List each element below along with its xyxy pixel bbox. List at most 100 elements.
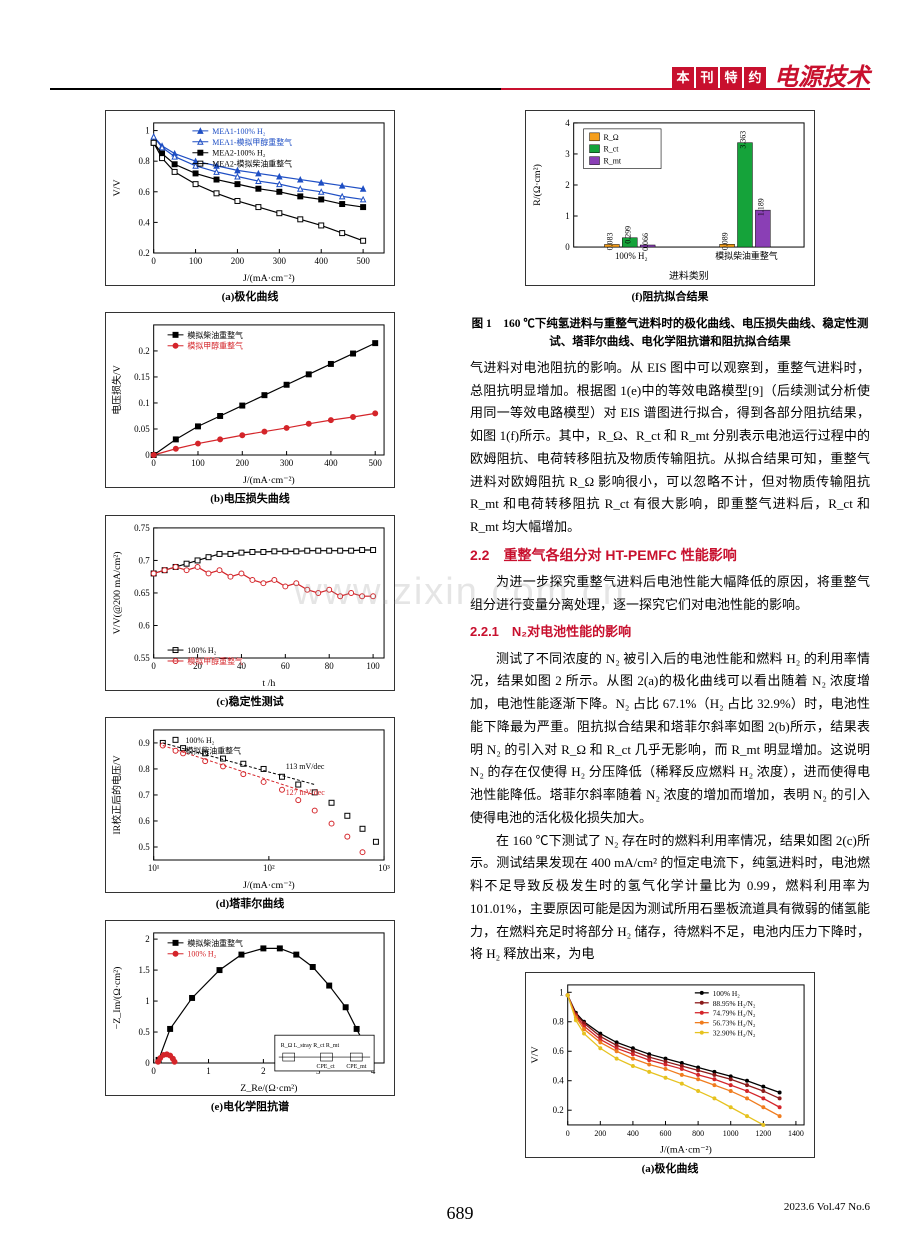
svg-text:−Z_Im/(Ω·cm²): −Z_Im/(Ω·cm²) [112,966,123,1029]
header-box: 约 [744,67,766,89]
svg-text:0: 0 [566,1129,570,1138]
svg-text:0.05: 0.05 [134,424,150,434]
svg-text:1: 1 [145,126,149,136]
svg-text:100: 100 [189,256,203,266]
svg-text:1: 1 [206,1066,210,1076]
svg-text:0.4: 0.4 [553,1076,565,1086]
svg-text:1400: 1400 [788,1129,804,1138]
svg-text:500: 500 [369,458,383,468]
svg-text:100: 100 [366,661,380,671]
chart-d-caption: (d)塔菲尔曲线 [216,895,284,914]
svg-text:74.79% H₂/N₂: 74.79% H₂/N₂ [713,1009,756,1018]
svg-text:500: 500 [356,256,370,266]
paragraph: 在 160 ℃下测试了 N₂ 存在时的燃料利用率情况，结果如图 2(c)所示。测… [470,830,870,967]
chart-2a-caption: (a)极化曲线 [642,1160,699,1179]
svg-text:2: 2 [261,1066,265,1076]
svg-text:进料类别: 进料类别 [669,269,709,282]
svg-text:0.65: 0.65 [134,588,150,598]
svg-text:J/(mA·cm⁻²): J/(mA·cm⁻²) [243,475,295,486]
issue-info: 2023.6 Vol.47 No.6 [784,1198,870,1217]
svg-text:电压损失/V: 电压损失/V [110,365,123,415]
body-text: 气进料对电池阻抗的影响。从 EIS 图中可以观察到，重整气进料时，总阻抗明显增加… [470,357,870,966]
svg-text:R_ct: R_ct [603,145,619,154]
svg-text:0: 0 [565,242,570,252]
svg-text:400: 400 [627,1129,639,1138]
svg-text:113 mV/dec: 113 mV/dec [286,762,325,771]
svg-text:100: 100 [191,458,205,468]
chart-2a: 02004006008001000120014000.20.40.60.81J/… [525,972,815,1158]
journal-logo: 电源技术 [774,58,870,99]
header-bar: 本 刊 特 约 电源技术 [672,58,870,99]
chart-f: 01234100% H₂0.0830.2990.066模拟柴油重整气0.0893… [525,110,815,286]
svg-text:CPE_ct: CPE_ct [317,1064,335,1070]
svg-text:0.6: 0.6 [139,816,151,826]
svg-text:10²: 10² [263,863,275,873]
svg-text:1.189: 1.189 [756,198,765,216]
chart-a: 01002003004005000.20.40.60.81J/(mA·cm⁻²)… [105,110,395,286]
svg-text:0.089: 0.089 [721,232,730,250]
svg-text:400: 400 [324,458,338,468]
svg-text:0.2: 0.2 [139,346,150,356]
chart-e-caption: (e)电化学阻抗谱 [211,1098,289,1117]
svg-text:0.15: 0.15 [134,372,150,382]
svg-text:0.6: 0.6 [553,1046,565,1056]
svg-text:800: 800 [692,1129,704,1138]
svg-text:300: 300 [273,256,287,266]
svg-text:模拟柴油重整气: 模拟柴油重整气 [715,250,778,261]
svg-text:1: 1 [559,987,563,997]
chart-a-caption: (a)极化曲线 [222,288,279,307]
main-columns: 01002003004005000.20.40.60.81J/(mA·cm⁻²)… [50,110,870,1185]
svg-text:1: 1 [145,996,149,1006]
svg-text:模拟甲醇重整气: 模拟甲醇重整气 [187,656,243,666]
svg-text:10¹: 10¹ [148,863,160,873]
chart-b-caption: (b)电压损失曲线 [210,490,289,509]
svg-text:3.363: 3.363 [738,131,747,149]
svg-text:模拟柴油重整气: 模拟柴油重整气 [187,938,243,948]
chart-c-caption: (c)稳定性测试 [216,693,283,712]
svg-text:0.9: 0.9 [139,738,151,748]
svg-text:3: 3 [565,149,570,159]
page-number: 689 [447,1198,474,1229]
footer: 689 2023.6 Vol.47 No.6 [50,1198,870,1217]
svg-text:模拟柴油重整气: 模拟柴油重整气 [187,330,243,340]
svg-text:0.2: 0.2 [553,1105,564,1115]
svg-text:400: 400 [315,256,329,266]
svg-text:1200: 1200 [755,1129,771,1138]
svg-text:t /h: t /h [262,678,275,689]
svg-text:100% H₂: 100% H₂ [615,251,648,261]
chart-d: 10¹10²10³0.50.60.70.80.9J/(mA·cm⁻²)IR校正后… [105,717,395,893]
svg-text:100% H₂: 100% H₂ [187,950,216,959]
svg-text:32.90% H₂/N₂: 32.90% H₂/N₂ [713,1029,756,1038]
svg-text:0.083: 0.083 [605,233,614,251]
svg-text:0.2: 0.2 [139,248,150,258]
paragraph: 测试了不同浓度的 N₂ 被引入后的电池性能和燃料 H₂ 的利用率情况，结果如图 … [470,648,870,830]
svg-text:0.4: 0.4 [139,217,151,227]
svg-text:R_mt: R_mt [603,157,621,166]
svg-text:IR校正后的电压/V: IR校正后的电压/V [110,755,123,835]
svg-text:200: 200 [236,458,250,468]
svg-text:0.6: 0.6 [139,620,151,630]
svg-text:100% H₂: 100% H₂ [185,736,214,745]
svg-text:Z_Re/(Ω·cm²): Z_Re/(Ω·cm²) [240,1083,297,1094]
svg-text:0: 0 [151,256,156,266]
header-rule [50,88,870,90]
chart-e: 0123400.511.52Z_Re/(Ω·cm²)−Z_Im/(Ω·cm²)模… [105,920,395,1096]
svg-text:1000: 1000 [723,1129,739,1138]
svg-text:0.7: 0.7 [139,790,151,800]
svg-text:0.75: 0.75 [134,523,150,533]
svg-text:0.5: 0.5 [139,1027,151,1037]
svg-text:0.5: 0.5 [139,842,151,852]
svg-text:600: 600 [660,1129,672,1138]
svg-text:10³: 10³ [378,863,390,873]
svg-text:1: 1 [565,211,569,221]
svg-text:200: 200 [231,256,245,266]
svg-text:0: 0 [151,661,156,671]
figure-1-title: 图 1 160 ℃下纯氢进料与重整气进料时的极化曲线、电压损失曲线、稳定性测试、… [470,316,870,351]
svg-text:1.5: 1.5 [139,965,151,975]
svg-text:MEA2-100% H₂: MEA2-100% H₂ [212,149,265,158]
svg-text:0.066: 0.066 [641,233,650,251]
svg-text:60: 60 [281,661,290,671]
svg-text:56.73% H₂/N₂: 56.73% H₂/N₂ [713,1019,756,1028]
svg-text:J/(mA·cm⁻²): J/(mA·cm⁻²) [243,273,295,284]
svg-text:MEA1-模拟甲醇重整气: MEA1-模拟甲醇重整气 [212,137,292,147]
